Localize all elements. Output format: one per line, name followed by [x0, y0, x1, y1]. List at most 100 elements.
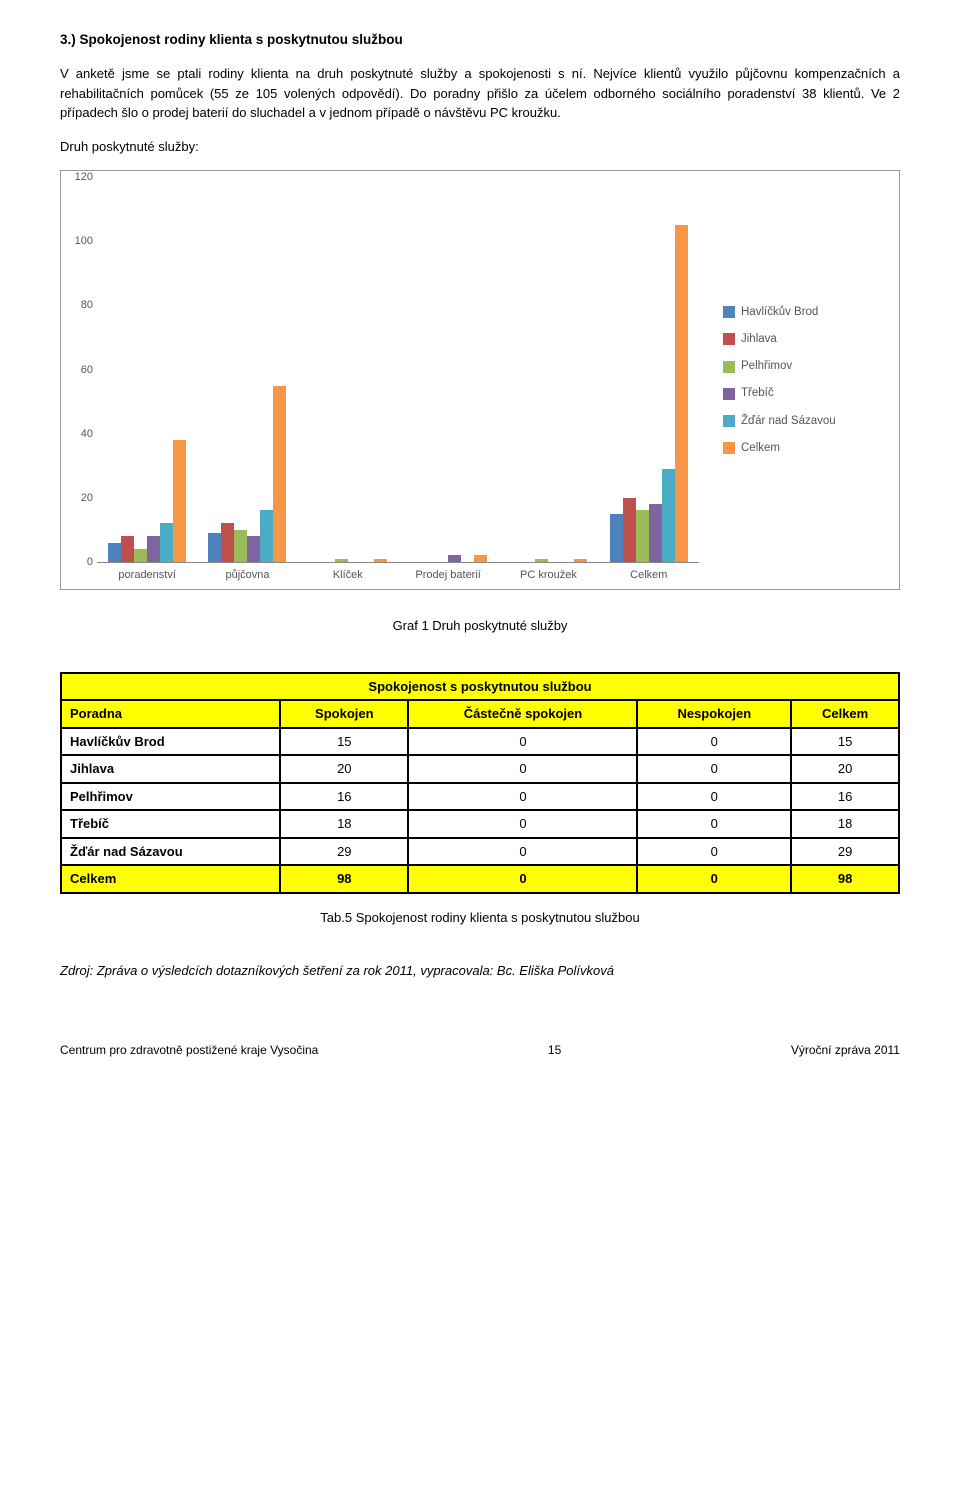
table-cell: 18 — [280, 810, 408, 838]
legend-swatch — [723, 361, 735, 373]
table-cell: 0 — [637, 755, 791, 783]
table-row: Jihlava200020 — [61, 755, 899, 783]
bar — [160, 523, 173, 561]
table-column-header: Poradna — [61, 700, 280, 728]
table-cell: 0 — [408, 755, 637, 783]
table-cell: 16 — [280, 783, 408, 811]
table-cell: Havlíčkův Brod — [61, 728, 280, 756]
bar — [234, 530, 247, 562]
y-tick-label: 20 — [81, 489, 93, 506]
legend-item: Havlíčkův Brod — [723, 304, 887, 321]
table-row: Pelhřimov160016 — [61, 783, 899, 811]
y-tick-label: 60 — [81, 361, 93, 378]
section-heading: 3.) Spokojenost rodiny klienta s poskytn… — [60, 30, 900, 50]
bar — [448, 555, 461, 561]
legend-item: Třebíč — [723, 385, 887, 402]
table-cell: 18 — [791, 810, 899, 838]
table-cell: 15 — [280, 728, 408, 756]
table-cell: 20 — [280, 755, 408, 783]
bar — [134, 549, 147, 562]
table-cell: 0 — [637, 783, 791, 811]
satisfaction-table: Spokojenost s poskytnutou službou Poradn… — [60, 672, 900, 894]
table-cell: Žďár nad Sázavou — [61, 838, 280, 866]
table-total-row: Celkem980098 — [61, 865, 899, 893]
bar — [574, 559, 587, 562]
bar — [260, 510, 273, 561]
table-cell: 0 — [408, 810, 637, 838]
legend-label: Celkem — [741, 440, 780, 457]
bar — [535, 559, 548, 562]
bar — [649, 504, 662, 562]
bar — [108, 543, 121, 562]
table-total-cell: 98 — [791, 865, 899, 893]
x-axis-label: půjčovna — [197, 567, 297, 584]
bar-group — [599, 177, 699, 562]
table-cell: 16 — [791, 783, 899, 811]
bar — [474, 555, 487, 561]
table-column-header: Částečně spokojen — [408, 700, 637, 728]
source-line: Zdroj: Zpráva o výsledcích dotazníkových… — [60, 961, 900, 981]
y-tick-label: 100 — [75, 233, 93, 250]
chart-plot-area: 020406080100120 — [97, 177, 699, 563]
legend-swatch — [723, 442, 735, 454]
legend-label: Jihlava — [741, 331, 777, 348]
bar-group — [97, 177, 197, 562]
bar — [662, 469, 675, 562]
bar — [208, 533, 221, 562]
y-tick-label: 120 — [75, 169, 93, 186]
table-row: Havlíčkův Brod150015 — [61, 728, 899, 756]
table-row: Třebíč180018 — [61, 810, 899, 838]
table-cell: 0 — [637, 838, 791, 866]
legend-label: Žďár nad Sázavou — [741, 413, 836, 430]
bar-group — [197, 177, 297, 562]
table-title: Spokojenost s poskytnutou službou — [61, 673, 899, 701]
chart-y-axis: 020406080100120 — [67, 177, 97, 562]
bar — [147, 536, 160, 562]
chart-bars — [97, 177, 699, 562]
bar — [273, 386, 286, 562]
bar — [221, 523, 234, 561]
bar — [335, 559, 348, 562]
x-axis-label: PC kroužek — [498, 567, 598, 584]
intro-paragraph: V anketě jsme se ptali rodiny klienta na… — [60, 64, 900, 123]
x-axis-label: Celkem — [599, 567, 699, 584]
table-total-cell: 0 — [408, 865, 637, 893]
table-column-header: Spokojen — [280, 700, 408, 728]
table-title-row: Spokojenost s poskytnutou službou — [61, 673, 899, 701]
legend-label: Havlíčkův Brod — [741, 304, 818, 321]
legend-swatch — [723, 415, 735, 427]
legend-item: Žďár nad Sázavou — [723, 413, 887, 430]
bar — [636, 510, 649, 561]
table-cell: Třebíč — [61, 810, 280, 838]
legend-label: Pelhřimov — [741, 358, 792, 375]
table-total-cell: Celkem — [61, 865, 280, 893]
table-row: Žďár nad Sázavou290029 — [61, 838, 899, 866]
table-cell: 0 — [637, 728, 791, 756]
bar — [374, 559, 387, 562]
bar-chart: 020406080100120 poradenstvípůjčovnaKlíče… — [60, 170, 900, 590]
table-cell: 0 — [408, 783, 637, 811]
table-column-header: Nespokojen — [637, 700, 791, 728]
page-footer: Centrum pro zdravotně postižené kraje Vy… — [60, 1041, 900, 1059]
footer-right: Výroční zpráva 2011 — [791, 1041, 900, 1059]
chart-legend: Havlíčkův Brod Jihlava Pelhřimov Třebíč Žďár… — [703, 177, 893, 583]
legend-swatch — [723, 306, 735, 318]
bar — [675, 225, 688, 561]
legend-swatch — [723, 333, 735, 345]
chart-x-labels: poradenstvípůjčovnaKlíčekProdej bateriíP… — [97, 567, 699, 584]
table-header-row: PoradnaSpokojenČástečně spokojenNespokoj… — [61, 700, 899, 728]
bar — [173, 440, 186, 562]
x-axis-label: Klíček — [298, 567, 398, 584]
table-total-cell: 98 — [280, 865, 408, 893]
legend-item: Celkem — [723, 440, 887, 457]
legend-label: Třebíč — [741, 385, 774, 402]
table-column-header: Celkem — [791, 700, 899, 728]
legend-item: Pelhřimov — [723, 358, 887, 375]
bar — [623, 498, 636, 562]
y-tick-label: 40 — [81, 425, 93, 442]
footer-left: Centrum pro zdravotně postižené kraje Vy… — [60, 1041, 318, 1059]
legend-swatch — [723, 388, 735, 400]
table-cell: 20 — [791, 755, 899, 783]
x-axis-label: poradenství — [97, 567, 197, 584]
table-cell: Pelhřimov — [61, 783, 280, 811]
